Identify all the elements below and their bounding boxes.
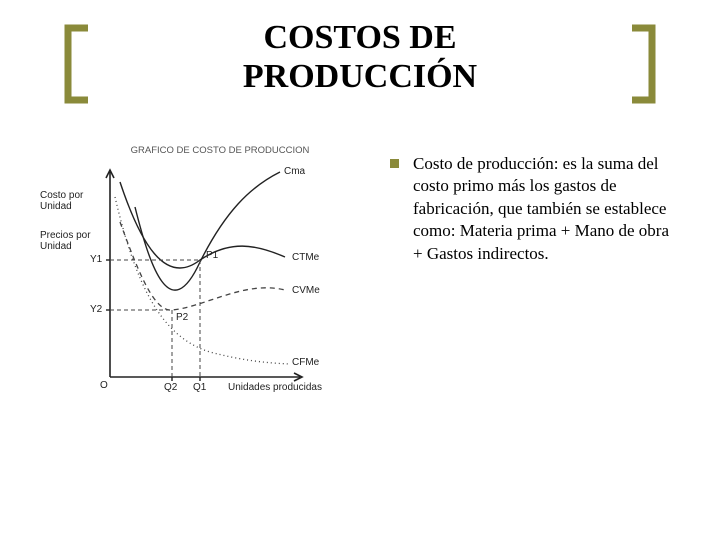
curve-label-cvme: CVMe	[292, 285, 320, 296]
body-column: Costo de producción: es la suma del cost…	[390, 145, 680, 422]
body-text: Costo de producción: es la suma del cost…	[413, 153, 680, 422]
chart-title: GRAFICO DE COSTO DE PRODUCCION	[80, 145, 360, 156]
curve-label-cma: Cma	[284, 166, 305, 177]
ytick-y2: Y2	[90, 304, 102, 315]
origin-label: O	[100, 380, 108, 391]
cost-chart: GRAFICO DE COSTO DE PRODUCCION Costo por…	[40, 145, 360, 422]
point-label-p2: P2	[176, 312, 188, 323]
ytick-y1: Y1	[90, 254, 102, 265]
point-label-p1: P1	[206, 250, 218, 261]
x-axis-label: Unidades producidas	[228, 382, 322, 393]
title-line-2: PRODUCCIÓN	[243, 58, 477, 95]
page-title: COSTOS DE PRODUCCIÓN	[0, 18, 720, 96]
xtick-q2: Q2	[164, 382, 177, 393]
curve-label-cfme: CFMe	[292, 357, 319, 368]
xtick-q1: Q1	[193, 382, 206, 393]
bullet-icon	[390, 159, 399, 168]
curve-label-ctme: CTMe	[292, 252, 319, 263]
title-line-1: COSTOS DE	[263, 19, 456, 56]
